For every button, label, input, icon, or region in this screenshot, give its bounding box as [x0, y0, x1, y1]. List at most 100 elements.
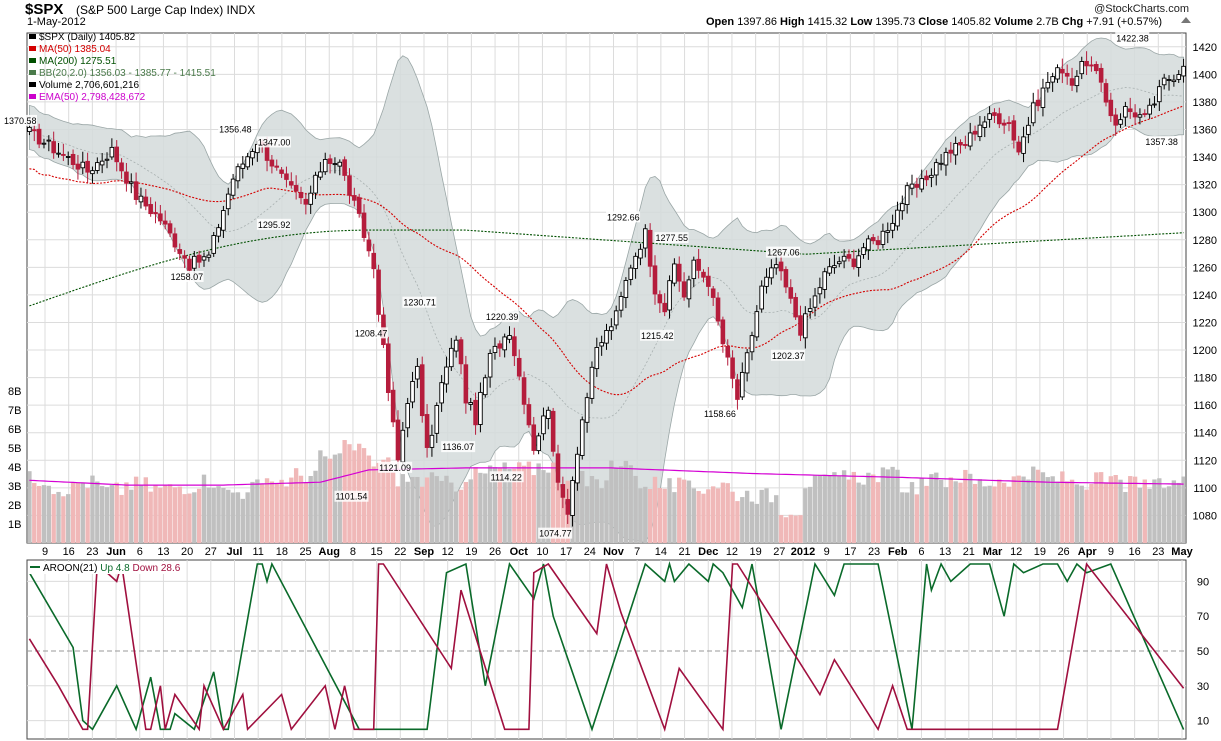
legend-swatch: [29, 34, 36, 39]
volume-bar: [1147, 488, 1152, 543]
candle: [211, 231, 216, 257]
volume-tick-label: 5B: [8, 443, 21, 455]
candle: [434, 402, 440, 444]
candle: [759, 280, 764, 313]
volume-bar: [255, 479, 260, 543]
candle-body: [895, 209, 900, 227]
candle-body: [1011, 120, 1017, 141]
candle: [579, 416, 585, 460]
x-tick-label: 6: [137, 546, 143, 558]
candle: [478, 382, 483, 433]
volume-bar: [618, 466, 624, 543]
volume-bar: [904, 492, 910, 543]
candle-body: [308, 192, 313, 205]
candle-body: [541, 415, 546, 435]
candle-body: [638, 248, 643, 259]
volume-bar: [66, 494, 71, 543]
candle-body: [453, 339, 459, 352]
x-tick-label: 26: [489, 546, 501, 558]
candle-body: [599, 342, 604, 347]
volume-bar: [70, 482, 76, 543]
candle-body: [337, 161, 343, 167]
candle-body: [710, 288, 716, 298]
volume-bar: [196, 488, 202, 543]
price-tick-label: 1160: [1193, 400, 1217, 412]
annotation-bg: [766, 246, 801, 258]
candle: [769, 259, 774, 285]
annotation-bg: [770, 349, 805, 361]
volume-bar: [783, 517, 789, 543]
candle: [487, 349, 493, 388]
candle-body: [507, 335, 512, 340]
candle: [318, 162, 323, 181]
high-value: 1415.32: [807, 16, 848, 28]
volume-bar: [924, 485, 929, 543]
candle: [366, 231, 372, 257]
candle: [347, 168, 352, 204]
candle-body: [158, 213, 163, 222]
volume-bar: [1132, 476, 1138, 543]
candle-body: [919, 178, 925, 190]
volume-bar: [701, 493, 706, 543]
candle: [1055, 64, 1060, 83]
candle-body: [230, 178, 236, 196]
candle: [502, 333, 507, 358]
candle: [919, 169, 925, 193]
candle: [866, 235, 871, 260]
volume-bar: [696, 491, 701, 543]
candle-body: [114, 146, 120, 163]
candle-body: [138, 195, 144, 203]
x-tick-label: 8: [350, 546, 356, 558]
candle-body: [502, 336, 507, 351]
volume-tick-label: 2B: [8, 500, 21, 512]
price-annotation: 1230.71: [403, 298, 436, 308]
volume-bar: [429, 472, 435, 543]
collapse-arrow-icon[interactable]: [1181, 17, 1191, 23]
candle: [395, 410, 401, 471]
candle-body: [1093, 64, 1099, 72]
volume-bar: [386, 457, 391, 543]
volume-bar: [706, 489, 711, 543]
volume-bar: [584, 486, 590, 543]
candle: [764, 268, 769, 294]
volume-bar: [1142, 479, 1147, 543]
candle-body: [1060, 68, 1065, 74]
volume-bar: [938, 479, 944, 543]
volume-bar: [167, 484, 173, 543]
volume-bar: [85, 488, 90, 543]
candle: [221, 205, 226, 238]
volume-bar: [662, 488, 667, 543]
price-annotation: 1277.55: [656, 233, 689, 243]
candle-body: [739, 371, 745, 398]
volume-bar: [526, 461, 532, 543]
candle: [269, 154, 275, 174]
candle-body: [371, 252, 377, 270]
annotation-bg: [353, 327, 388, 339]
candle: [352, 187, 357, 207]
price-annotation: 1158.66: [704, 409, 736, 419]
volume-bar: [410, 476, 415, 543]
legend-swatch: [29, 46, 36, 51]
volume-bar: [289, 477, 294, 543]
price-tick-label: 1080: [1193, 510, 1217, 522]
candle: [332, 157, 338, 174]
candle-body: [1171, 79, 1177, 83]
candle: [963, 135, 968, 149]
candle-body: [773, 264, 779, 269]
annotation-bg: [441, 441, 476, 453]
candle: [628, 264, 634, 286]
volume-bar: [972, 483, 978, 543]
volume-bar: [846, 479, 852, 543]
candle-body: [109, 146, 115, 158]
candle: [604, 323, 609, 350]
close-value: 1405.82: [951, 16, 992, 28]
volume-bar: [318, 450, 323, 543]
candle-body: [929, 174, 934, 178]
volume-bar: [754, 503, 760, 543]
candle: [1137, 108, 1143, 125]
volume-bar: [148, 491, 153, 543]
volume-bar: [211, 487, 216, 543]
candle: [560, 476, 566, 509]
candle-body: [536, 435, 541, 452]
candle: [793, 292, 798, 320]
